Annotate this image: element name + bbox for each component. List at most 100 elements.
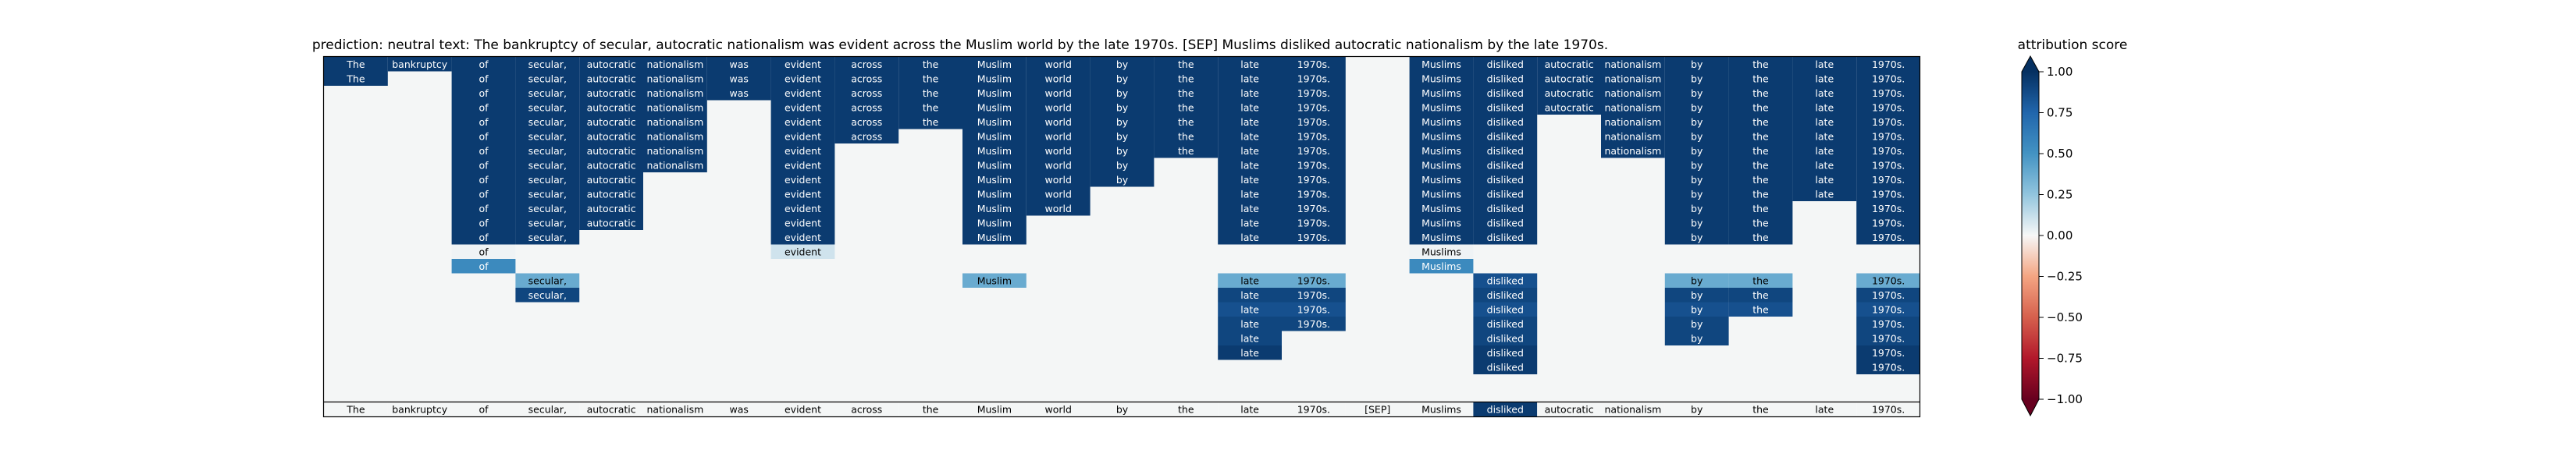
heatmap-cell bbox=[451, 143, 516, 158]
heatmap-cell bbox=[1154, 143, 1219, 158]
cell-label: disliked bbox=[1487, 87, 1524, 99]
cell-label: late bbox=[1815, 116, 1834, 128]
heatmap-cell bbox=[324, 71, 388, 86]
bottom-token-label: evident bbox=[785, 404, 821, 416]
colorbar-tick-label: 0.00 bbox=[2047, 228, 2073, 243]
bottom-token-label: late bbox=[1240, 404, 1259, 416]
cell-label: 1970s. bbox=[1297, 58, 1330, 70]
cell-label: Muslims bbox=[1421, 159, 1461, 171]
cell-label: 1970s. bbox=[1297, 274, 1330, 286]
cell-label: bankruptcy bbox=[392, 58, 448, 70]
heatmap-cell bbox=[1792, 172, 1857, 187]
heatmap-cell bbox=[1664, 158, 1729, 172]
cell-label: nationalism bbox=[1604, 145, 1661, 157]
heatmap-cell bbox=[1409, 230, 1474, 245]
heatmap-cell bbox=[1409, 201, 1474, 216]
colorbar-bottom-extend bbox=[2022, 399, 2039, 416]
cell-label: of bbox=[479, 174, 489, 186]
heatmap-cell bbox=[1282, 129, 1346, 143]
heatmap-cell bbox=[1856, 273, 1920, 288]
heatmap-cell bbox=[1601, 115, 1665, 129]
cell-label: of bbox=[479, 58, 489, 70]
cell-label: world bbox=[1044, 101, 1071, 113]
cell-label: nationalism bbox=[646, 159, 703, 171]
heatmap-cell bbox=[962, 172, 1026, 187]
cell-label: late bbox=[1240, 101, 1259, 113]
cell-label: nationalism bbox=[1604, 101, 1661, 113]
colorbar-tick-label: −1.00 bbox=[2047, 392, 2083, 406]
heatmap-cell bbox=[770, 230, 835, 245]
bottom-token-cell bbox=[834, 402, 899, 416]
heatmap-cell bbox=[1856, 215, 1920, 230]
cell-label: disliked bbox=[1487, 188, 1524, 200]
cell-label: across bbox=[851, 58, 882, 70]
heatmap-cell bbox=[898, 115, 962, 129]
cell-label: world bbox=[1044, 87, 1071, 99]
bottom-token-label: Muslim bbox=[977, 404, 1012, 416]
heatmap-cell bbox=[834, 57, 899, 72]
heatmap-cell bbox=[1090, 115, 1155, 129]
heatmap-cell bbox=[324, 57, 388, 72]
cell-label: world bbox=[1044, 145, 1071, 157]
cell-label: autocratic bbox=[587, 159, 636, 171]
cell-label: disliked bbox=[1487, 203, 1524, 214]
cell-label: disliked bbox=[1487, 130, 1524, 142]
heatmap-cell bbox=[1282, 215, 1346, 230]
cell-label: nationalism bbox=[1604, 58, 1661, 70]
cell-label: of bbox=[479, 260, 489, 272]
cell-label: the bbox=[1752, 145, 1769, 157]
heatmap-cell bbox=[1473, 302, 1538, 317]
heatmap-cell bbox=[1218, 100, 1282, 115]
bottom-token-cell bbox=[1409, 402, 1474, 416]
colorbar-tick-label: −0.50 bbox=[2047, 310, 2083, 324]
heatmap-cell bbox=[1473, 359, 1538, 374]
cell-label: disliked bbox=[1487, 73, 1524, 84]
bottom-token-cell bbox=[1537, 402, 1601, 416]
cell-label: autocratic bbox=[587, 58, 636, 70]
heatmap-cell bbox=[1601, 57, 1665, 72]
cell-label: the bbox=[923, 58, 939, 70]
cell-label: 1970s. bbox=[1872, 101, 1905, 113]
heatmap-cell bbox=[1664, 100, 1729, 115]
heatmap-cell bbox=[770, 244, 835, 259]
heatmap-cell bbox=[579, 143, 643, 158]
heatmap-cell bbox=[1856, 288, 1920, 303]
cell-label: the bbox=[1178, 73, 1194, 84]
heatmap-cell bbox=[1728, 230, 1793, 245]
cell-label: 1970s. bbox=[1297, 73, 1330, 84]
cell-label: of bbox=[479, 87, 489, 99]
cell-label: late bbox=[1815, 188, 1834, 200]
cell-label: secular, bbox=[528, 188, 567, 200]
bottom-token-cell bbox=[324, 402, 388, 416]
heatmap-cell bbox=[1409, 259, 1474, 274]
bottom-token-cell bbox=[1026, 402, 1091, 416]
cell-label: by bbox=[1116, 58, 1129, 70]
cell-label: Muslims bbox=[1421, 58, 1461, 70]
heatmap-cell bbox=[1856, 172, 1920, 187]
heatmap-cell bbox=[1537, 71, 1601, 86]
cell-label: autocratic bbox=[587, 217, 636, 228]
cell-label: the bbox=[1752, 130, 1769, 142]
heatmap-cell bbox=[898, 57, 962, 72]
cell-label: nationalism bbox=[1604, 87, 1661, 99]
cell-label: Muslim bbox=[977, 130, 1012, 142]
heatmap-cell bbox=[1218, 57, 1282, 72]
cell-label: world bbox=[1044, 203, 1071, 214]
cell-label: by bbox=[1116, 116, 1129, 128]
bottom-token-cell bbox=[1090, 402, 1155, 416]
cell-label: late bbox=[1815, 174, 1834, 186]
heatmap-cell bbox=[1154, 86, 1219, 101]
heatmap-cell bbox=[1664, 172, 1729, 187]
heatmap-cell bbox=[770, 215, 835, 230]
cell-label: 1970s. bbox=[1872, 289, 1905, 301]
cell-label: autocratic bbox=[587, 188, 636, 200]
heatmap-cell bbox=[1664, 57, 1729, 72]
cell-label: the bbox=[1752, 274, 1769, 286]
heatmap-cell bbox=[1728, 129, 1793, 143]
heatmap-cell bbox=[1026, 158, 1091, 172]
cell-label: evident bbox=[785, 217, 821, 228]
heatmap-cell bbox=[1537, 57, 1601, 72]
cell-label: the bbox=[1752, 217, 1769, 228]
heatmap-cell bbox=[643, 115, 707, 129]
heatmap-cell bbox=[1856, 143, 1920, 158]
